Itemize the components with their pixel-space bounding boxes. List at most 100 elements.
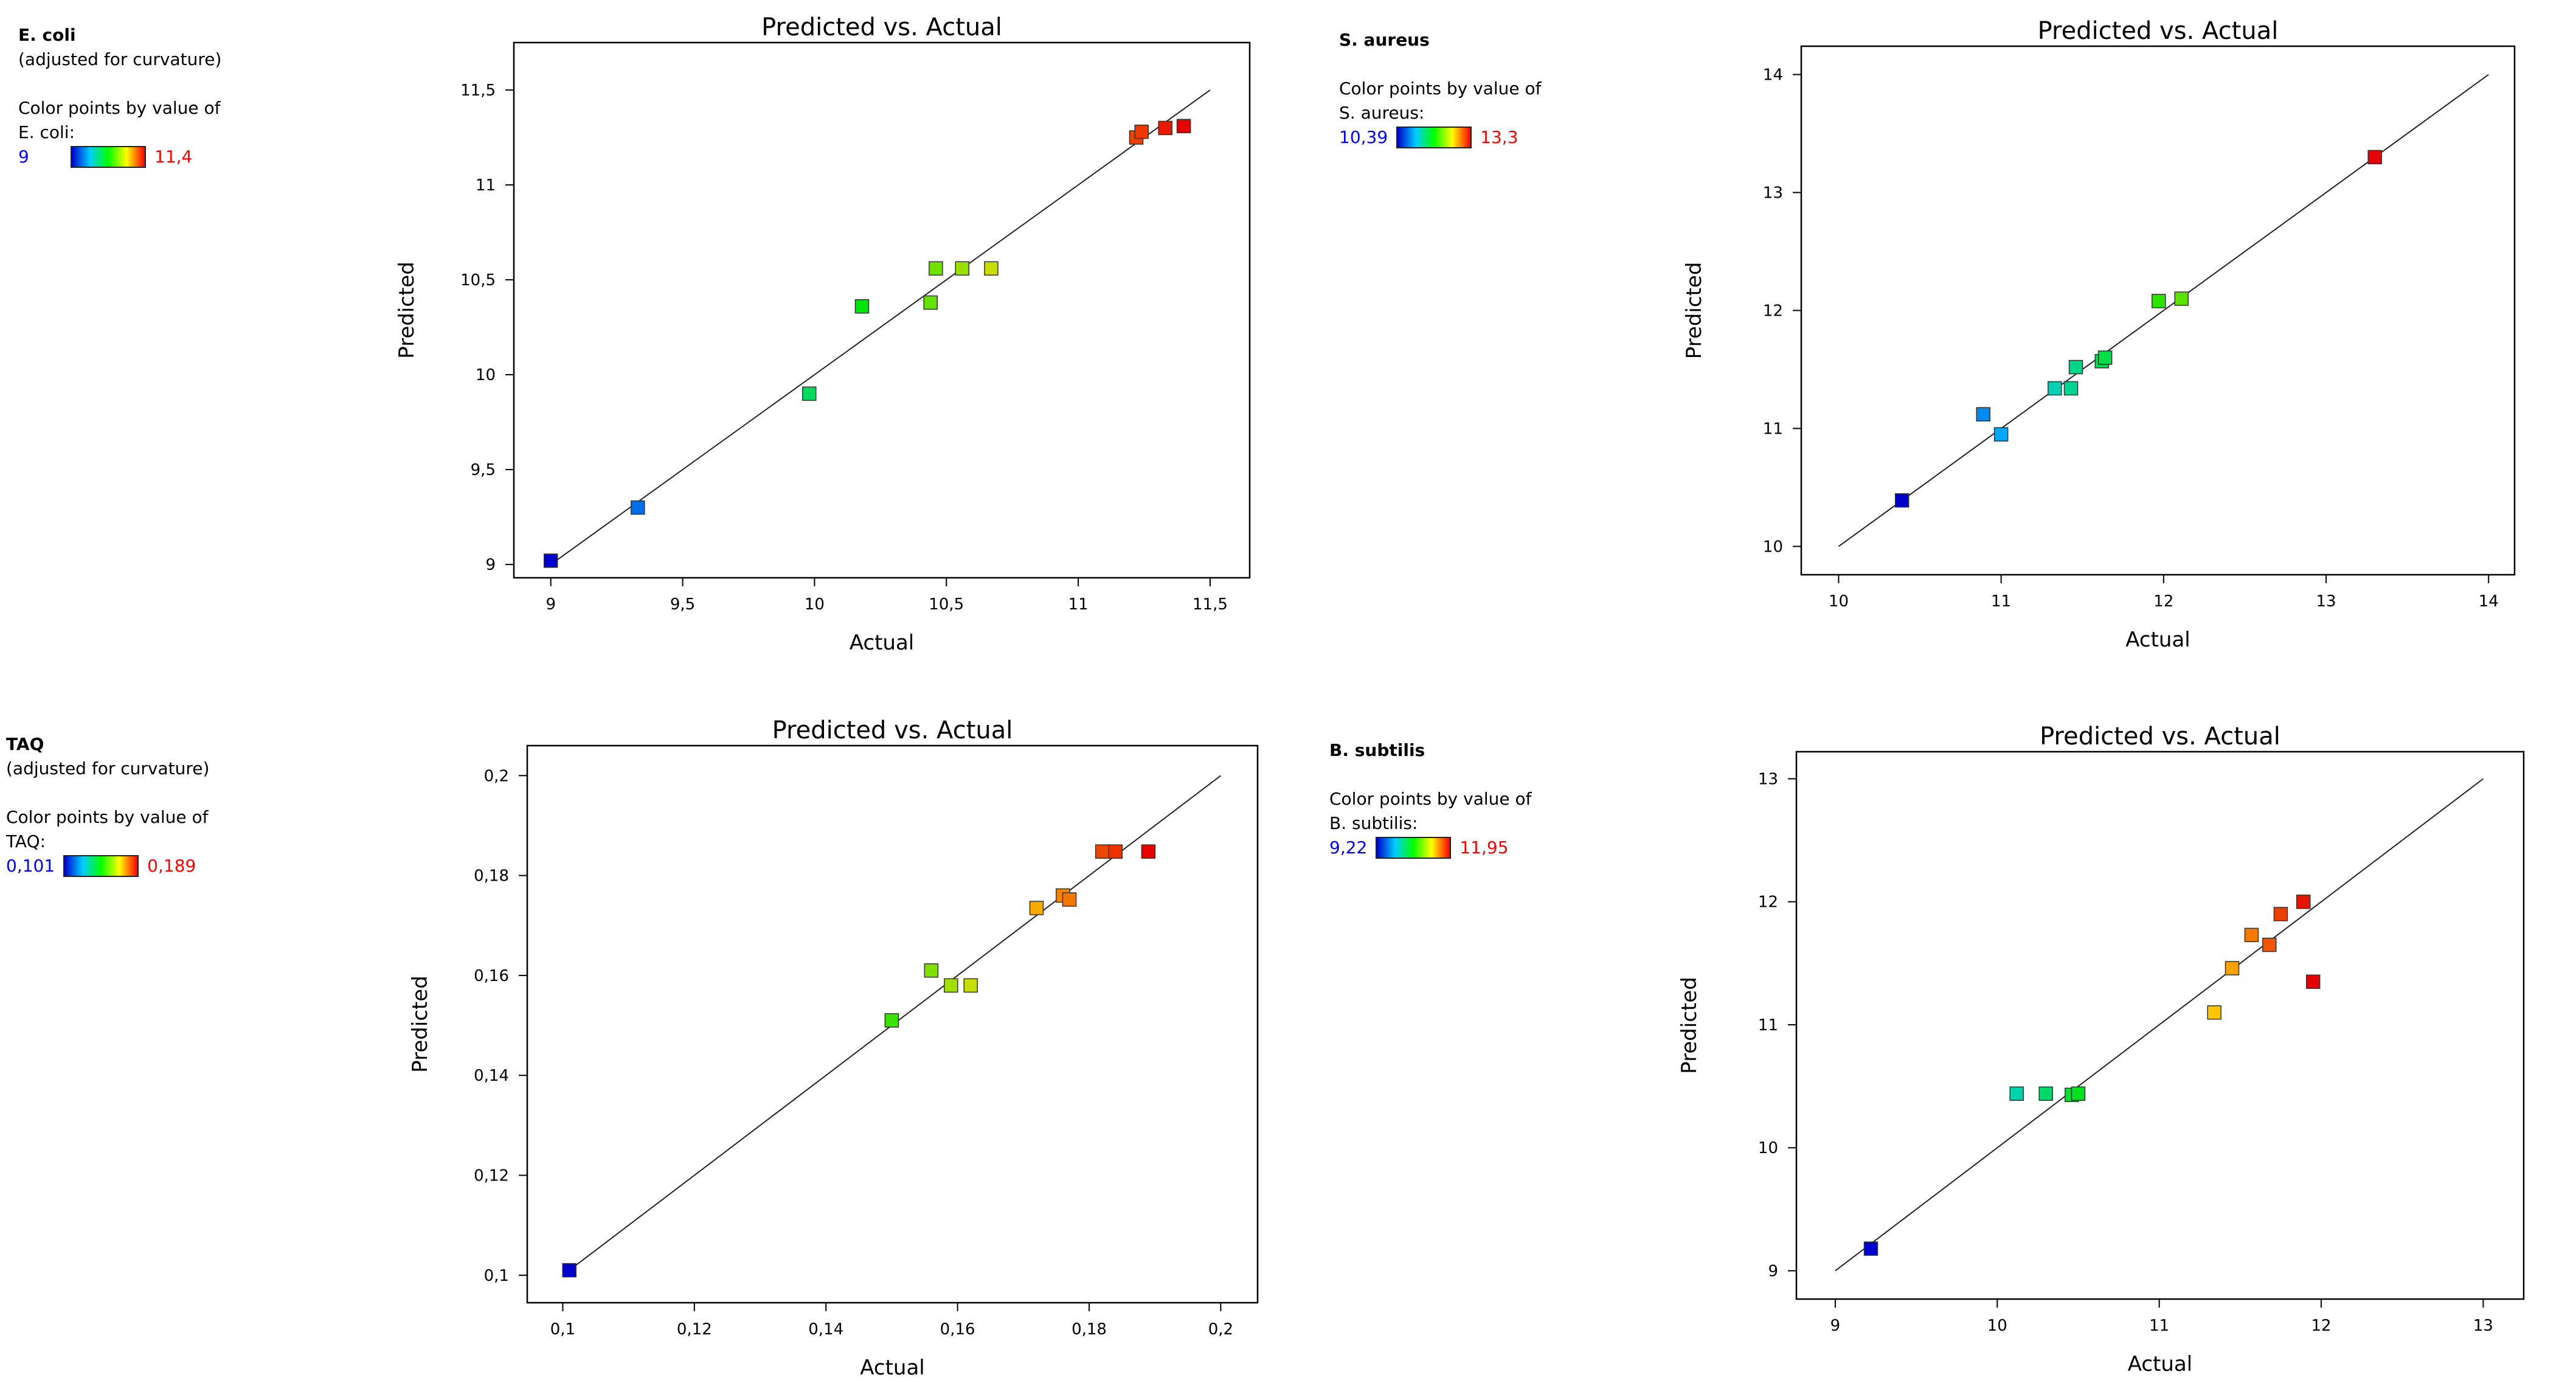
data-point: [929, 261, 943, 276]
legend-ecoli: E. coli (adjusted for curvature) Color p…: [18, 23, 221, 169]
x-tick-label: 9,5: [670, 595, 695, 614]
data-point: [2296, 894, 2311, 909]
reference-line: [1835, 778, 2484, 1272]
y-tick-label: 9: [1768, 1262, 1778, 1280]
x-tick-label: 11: [2149, 1317, 2169, 1335]
data-point: [2174, 291, 2189, 306]
chart-taq: Predicted vs. Actual 0,1 0,12 0,14 0,16 0,18 0…: [408, 716, 1259, 1380]
y-tick-label: 9: [485, 556, 496, 574]
data-point: [631, 500, 645, 515]
data-point: [1158, 120, 1172, 136]
color-gradient-bar: [63, 855, 139, 877]
legend-note: (adjusted for curvature): [18, 49, 222, 69]
x-tick-label: 10: [805, 595, 825, 614]
y-tick-label: 10: [476, 366, 496, 384]
y-tick-label: 0,16: [474, 967, 509, 985]
color-scale-max: 0,189: [147, 856, 196, 876]
legend-taq: TAQ (adjusted for curvature) Color point…: [6, 732, 209, 878]
legend-color-by-var: E. coli:: [18, 122, 75, 142]
y-axis-label: Predicted: [395, 262, 419, 359]
color-scale-max: 11,95: [1459, 837, 1509, 858]
chart-saureus: Predicted vs. Actual 10 11 12 13 14 10 11 12 13 14…: [1682, 17, 2516, 652]
chart-ecoli: Predicted vs. Actual 9 9,5 10 10,5 11 11,5 9 9,5…: [395, 13, 1251, 655]
data-point: [2071, 1086, 2086, 1101]
legend-bsubtilis: B. subtilis Color points by value of B. …: [1329, 738, 1532, 860]
legend-response-name: B. subtilis: [1329, 740, 1425, 760]
legend-saureus: S. aureus Color points by value of S. au…: [1339, 28, 1542, 150]
plot-frame: [526, 744, 1259, 1304]
chart-title: Predicted vs. Actual: [761, 13, 1002, 41]
y-tick-label: 0,14: [474, 1067, 509, 1085]
color-scale-min: 9: [18, 147, 29, 167]
plot-frame: [1795, 750, 2525, 1300]
legend-note: (adjusted for curvature): [6, 758, 210, 778]
data-point: [802, 386, 817, 401]
x-tick-label: 13: [2473, 1317, 2493, 1335]
data-point: [2367, 150, 2382, 165]
color-scale: 0,101 0,189: [6, 854, 209, 878]
data-point: [1095, 844, 1110, 859]
data-point: [2262, 937, 2277, 952]
data-point: [923, 295, 938, 310]
y-tick-label: 10: [1763, 538, 1783, 556]
legend-response-name: E. coli: [18, 25, 76, 45]
x-tick-label: 14: [2479, 592, 2499, 611]
y-tick-label: 9,5: [471, 461, 496, 479]
data-point: [1976, 407, 1991, 421]
x-tick-label: 11,5: [1193, 595, 1228, 614]
y-tick-label: 11: [476, 176, 496, 195]
x-tick-label: 11: [1991, 592, 2011, 611]
x-tick-label: 10,5: [929, 595, 964, 614]
y-tick-label: 11,5: [460, 81, 496, 100]
plot-frame: [513, 41, 1251, 579]
x-tick-label: 0,12: [677, 1320, 712, 1339]
y-tick-label: 0,12: [474, 1167, 509, 1185]
chart-title: Predicted vs. Actual: [772, 716, 1013, 744]
data-point: [924, 963, 939, 978]
y-tick-label: 14: [1763, 66, 1783, 85]
data-point: [543, 553, 558, 568]
y-tick-label: 0,2: [484, 767, 509, 785]
legend-color-by: Color points by value of: [6, 807, 209, 827]
legend-color-by-var: B. subtilis:: [1329, 813, 1418, 833]
data-point: [1029, 901, 1044, 915]
x-tick-label: 12: [2311, 1317, 2331, 1335]
data-point: [1176, 119, 1191, 134]
color-scale-min: 0,101: [6, 856, 55, 876]
data-point: [1062, 892, 1077, 907]
chart-title: Predicted vs. Actual: [2038, 17, 2279, 45]
legend-color-by: Color points by value of: [1329, 789, 1532, 809]
reference-line: [1838, 74, 2489, 547]
y-tick-label: 13: [1758, 770, 1778, 788]
data-point: [2305, 974, 2321, 989]
chart-bsubtilis: Predicted vs. Actual 9 10 11 12 13 9 10 11 12 13 Ac…: [1677, 723, 2525, 1376]
legend-color-by: Color points by value of: [18, 98, 221, 118]
data-point: [2063, 381, 2079, 396]
legend-color-by-var: S. aureus:: [1339, 103, 1425, 123]
y-axis-label: Predicted: [408, 976, 432, 1073]
data-point: [1993, 427, 2009, 442]
color-scale-max: 11,4: [154, 147, 193, 167]
x-tick-label: 9: [545, 595, 556, 614]
legend-response-name: S. aureus: [1339, 30, 1430, 50]
data-point: [854, 299, 870, 314]
data-point: [2152, 294, 2166, 308]
data-point: [2273, 907, 2288, 921]
x-tick-label: 0,14: [808, 1320, 843, 1339]
x-axis-label: Actual: [2128, 1352, 2193, 1376]
legend-color-by-var: TAQ:: [6, 831, 46, 851]
data-point: [2097, 350, 2113, 365]
y-axis-label: Predicted: [1682, 262, 1706, 359]
x-tick-label: 0,2: [1208, 1320, 1233, 1339]
data-point: [1108, 844, 1123, 859]
x-axis-label: Actual: [860, 1356, 925, 1380]
data-point: [562, 1263, 576, 1278]
data-point: [963, 978, 978, 993]
data-point: [2068, 359, 2083, 375]
y-tick-label: 0,1: [484, 1267, 509, 1285]
legend-color-by: Color points by value of: [1339, 78, 1542, 99]
x-tick-label: 0,1: [550, 1320, 575, 1339]
x-tick-label: 10: [1829, 592, 1849, 611]
x-axis-label: Actual: [2125, 628, 2190, 652]
y-axis-label: Predicted: [1677, 977, 1702, 1074]
